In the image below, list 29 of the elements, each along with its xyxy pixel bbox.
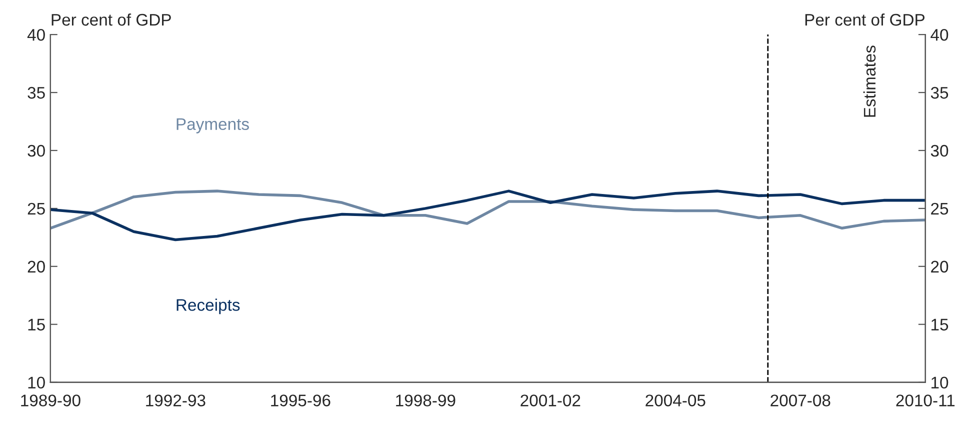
y-tick-label: 20 — [28, 260, 45, 273]
y-tick-label: 10 — [28, 376, 45, 389]
text: Payments — [176, 118, 249, 134]
y-tick-label: 25 — [28, 202, 45, 215]
y-tick-label: 40 — [27, 28, 45, 41]
y-tick-label: 35 — [28, 86, 45, 99]
x-tick-label: 2001-02 — [520, 394, 580, 406]
y2-tick-label: 15 — [932, 318, 948, 331]
x-tick-label: 2010-11 — [896, 394, 955, 406]
text: Receipts — [176, 298, 240, 314]
y-axis-title: Per cent of GDP — [52, 13, 171, 26]
line-series — [50, 190, 926, 242]
y2-tick-label: 25 — [931, 202, 948, 215]
x-tick-label: 1992-93 — [146, 394, 206, 406]
y2-tick-label: 20 — [931, 260, 948, 273]
y-tick-label: 30 — [28, 144, 45, 157]
x-tick-label: 2004-05 — [646, 394, 706, 406]
y2-axis-title: Per cent of GDP — [805, 13, 925, 26]
y2-tick-label: 35 — [930, 86, 948, 99]
x-tick-label: 1989-90 — [21, 394, 80, 406]
x-tick-label: 1995-96 — [271, 394, 330, 406]
y-tick-label: 15 — [28, 318, 45, 331]
x-tick-label: 2007-08 — [770, 394, 830, 406]
y2-tick-label: 30 — [930, 144, 948, 157]
line-series — [50, 190, 926, 230]
x-tick-label: 1998-99 — [396, 394, 456, 406]
y2-tick-label: 40 — [930, 28, 948, 41]
y2-tick-label: 10 — [932, 376, 948, 389]
annotation: Estimates — [863, 46, 876, 117]
